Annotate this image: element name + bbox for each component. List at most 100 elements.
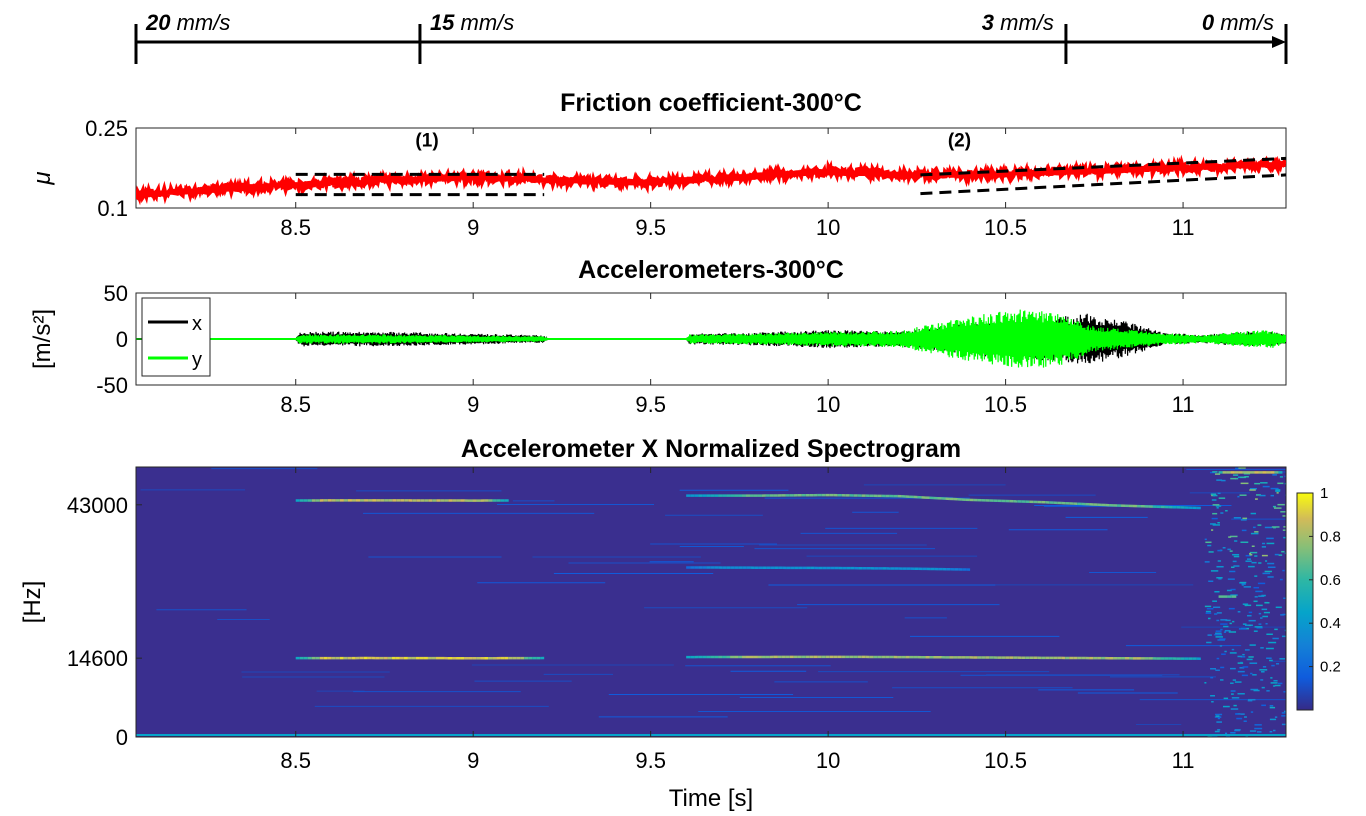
spectrogram-noise-cell (1283, 691, 1286, 693)
spectrogram-noise-cell (1273, 680, 1278, 682)
spectrogram-noise-cell (1204, 605, 1212, 608)
spectrogram-noise-cell (1254, 724, 1262, 726)
spectrogram-noise-cell (1247, 699, 1253, 702)
spectrogram-noise-cell (1221, 653, 1226, 655)
x-tick-label: 9.5 (635, 392, 666, 417)
spectrogram-noise-cell (1249, 488, 1257, 490)
spectrogram-noise-cell (1261, 704, 1266, 707)
spectrogram-noise-cell (1231, 566, 1235, 569)
spectrogram-noise-cell (1215, 713, 1223, 716)
spectrogram-noise-cell (1275, 606, 1282, 609)
spectrogram-noise-cell (1281, 723, 1286, 726)
spectrogram-noise-cell (1250, 512, 1257, 515)
legend-box (141, 297, 211, 377)
spectrogram-noise-cell (1251, 545, 1255, 548)
spectrogram-noise-cell (1217, 492, 1221, 495)
spectrogram-noise-cell (1233, 474, 1239, 476)
spectrogram-noise-cell (1240, 482, 1249, 485)
spectrogram-noise-cell (1224, 629, 1231, 632)
spectrogram-noise-cell (1276, 492, 1279, 494)
spectrogram-noise-cell (1248, 611, 1253, 614)
spectrogram-noise-cell (1280, 511, 1286, 513)
spectrogram-noise-cell (1266, 657, 1272, 659)
y-tick-label: 0 (116, 327, 128, 352)
spectrogram-xlabel: Time [s] (669, 785, 753, 812)
spectrogram-noise-cell (1277, 503, 1285, 506)
spectrogram-noise-cell (1273, 507, 1282, 509)
spectrogram-noise-cell (1218, 497, 1226, 499)
friction-title: Friction coefficient-300°C (560, 89, 862, 117)
spectrogram-noise-cell (1253, 630, 1258, 632)
spectrogram-noise-cell (1237, 495, 1240, 498)
spectrogram-noise-cell (1268, 641, 1277, 644)
spectrogram-axes-frame (135, 466, 1287, 738)
spectrogram-noise-cell (1253, 689, 1260, 692)
spectrogram-noise-cell (1270, 494, 1274, 497)
spectrogram-noise-cell (1255, 590, 1263, 593)
spectrogram-noise-cell (1284, 482, 1286, 485)
spectrogram-noise-cell (1282, 529, 1286, 531)
spectrogram-noise-cell (1219, 638, 1226, 640)
spectrogram-noise-cell (1248, 656, 1254, 658)
spectrogram-noise-cell (1214, 473, 1221, 475)
spectrogram-noise-cell (1212, 600, 1217, 602)
x-tick-label: 11 (1172, 215, 1195, 240)
spectrogram-noise-cell (1228, 536, 1232, 538)
speed-value: 3 (982, 10, 994, 35)
spectrogram-noise-cell (1241, 674, 1248, 677)
trend-envelope-line (920, 156, 1287, 177)
x-tick-label: 9.5 (635, 748, 666, 773)
spectrogram-noise-cell (1242, 666, 1249, 668)
spectrogram-noise-cell (1214, 716, 1222, 718)
spectrogram-noise-cell (1240, 476, 1246, 479)
trend-envelope-line (920, 173, 1287, 196)
x-tick-label: 10.5 (984, 748, 1027, 773)
spectrogram-noise-cell (1217, 729, 1221, 731)
spectrogram-noise-cell (1237, 662, 1244, 664)
spectrogram-noise-cell (1275, 489, 1281, 491)
spectrogram-noise-cell (1217, 549, 1222, 552)
spectrogram-noise-cell (1252, 674, 1257, 676)
x-tick-label: 8.5 (280, 748, 311, 773)
spectrogram-noise-cell (1208, 551, 1214, 553)
spectrogram-noise-cell (1249, 644, 1256, 646)
x-tick-label: 11 (1172, 392, 1195, 417)
spectrogram-noise-cell (1210, 735, 1218, 737)
spectrogram-noise-cell (1205, 612, 1212, 614)
spectrogram-noise-cell (1217, 717, 1220, 720)
spectrogram-noise-cell (1279, 658, 1285, 660)
spectrogram-noise-cell (1230, 594, 1238, 596)
spectrogram-noise-cell (1261, 608, 1268, 611)
spectrogram-noise-cell (1215, 632, 1222, 635)
spectrogram-noise-cell (1220, 666, 1225, 669)
speed-unit: mm/s (170, 10, 230, 35)
spectrogram-noise-cell (1211, 529, 1214, 531)
spectrogram-noise-cell (1221, 479, 1226, 482)
spectrogram-noise-cell (1269, 705, 1274, 707)
spectrogram-noise-cell (1210, 695, 1215, 697)
spectrogram-noise-cell (1212, 504, 1220, 506)
spectrogram-noise-cell (1215, 505, 1222, 507)
spectrogram-noise-cell (1227, 548, 1231, 551)
speed-unit: mm/s (994, 10, 1054, 35)
spectrogram-noise-cell (1260, 617, 1263, 619)
y-tick-label: 50 (104, 281, 128, 306)
spectrogram-noise-cell (1217, 521, 1220, 524)
spectrogram-noise-cell (1226, 589, 1232, 592)
spectrogram-noise-cell (1257, 524, 1262, 526)
spectrogram-noise-cell (1214, 633, 1223, 636)
spectrogram-noise-cell (1231, 648, 1235, 651)
spectrogram-noise-cell (1273, 729, 1276, 732)
spectrogram-noise-cell (1229, 622, 1232, 625)
spectrogram-noise-cell (1270, 682, 1278, 684)
spectrogram-noise-cell (1254, 555, 1258, 557)
spectrogram-noise-cell (1237, 670, 1245, 673)
y-tick-label: -50 (96, 373, 128, 398)
spectrogram-noise-cell (1240, 656, 1246, 658)
spectrogram-noise-cell (1255, 494, 1261, 496)
spectrogram-noise-cell (1271, 664, 1275, 667)
spectrogram-noise-cell (1279, 476, 1283, 478)
spectrogram-noise-cell (1240, 519, 1247, 521)
spectrogram-noise-cell (1240, 713, 1245, 715)
spectrogram-noise-cell (1258, 612, 1262, 615)
